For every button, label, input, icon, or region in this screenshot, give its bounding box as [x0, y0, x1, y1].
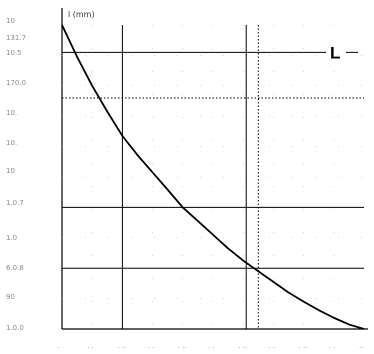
x-tick-label: . .: [148, 342, 155, 350]
y-tick-label: 1.0: [6, 234, 17, 242]
plot-frame: [61, 8, 368, 330]
x-tick-label: ..: [359, 342, 363, 350]
x-tick-label: . ..: [178, 342, 187, 350]
y-tick-label: 90: [6, 293, 15, 301]
x-tick-label: . .: [208, 342, 215, 350]
reference-line: L: [330, 43, 358, 62]
reference-line-label: L: [330, 43, 340, 62]
x-tick-label: . .: [268, 342, 275, 350]
x-tick-label: . .: [87, 342, 94, 350]
y-axis-label: l (mm): [68, 10, 95, 19]
y-tick-label: 1.0.7: [6, 199, 24, 207]
grid: [62, 25, 364, 329]
series-line: [61, 24, 365, 330]
y-tick-label: 10.: [6, 139, 17, 147]
y-tick-label: 10.5: [6, 49, 22, 57]
x-ticks: . . . . .. . . . .. . . . .. . . . .. . ...: [57, 342, 363, 350]
series: [61, 24, 365, 330]
y-tick-label: 10.: [6, 109, 17, 117]
x-tick-label: . ..: [117, 342, 126, 350]
y-tick-label: 170.0: [6, 79, 26, 87]
x-tick-label: .: [57, 342, 59, 350]
y-tick-label: 6.0.8: [6, 264, 24, 272]
y-ticks: 1.0.0 90 6.0.8 1.0 1.0.7 10 10. 10. 170.0 10.5 131…: [6, 17, 26, 332]
x-tick-label: . .: [329, 342, 336, 350]
x-tick-label: . ..: [238, 342, 247, 350]
x-tick-label: . ..: [299, 342, 308, 350]
y-tick-label: 10: [6, 167, 15, 175]
y-tick-label: 1.0.0: [6, 324, 24, 332]
y-tick-label: 10: [6, 17, 15, 25]
y-tick-label: 131.7: [6, 34, 26, 42]
